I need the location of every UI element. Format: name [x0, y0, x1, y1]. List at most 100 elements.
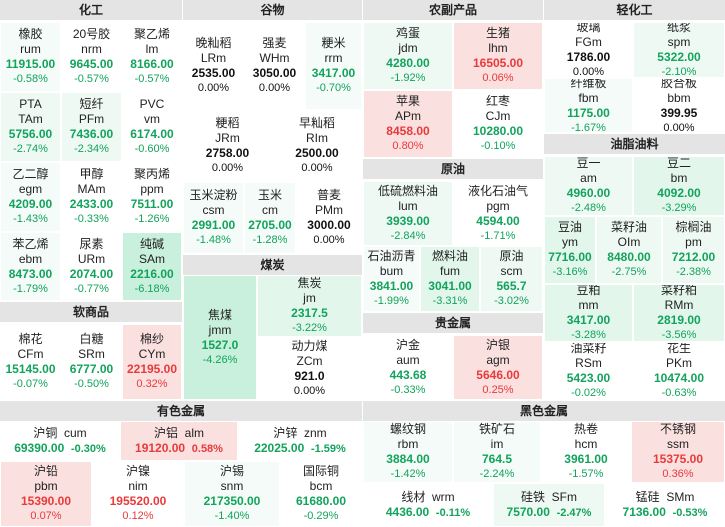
tile-OIm[interactable]: 菜籽油 OIm 8480.00 -2.75%	[596, 216, 662, 284]
tile-JRm[interactable]: 粳稻 JRm 2758.00 0.00%	[183, 110, 272, 182]
tile-pbm[interactable]: 沪铅 pbm 15390.00 0.07%	[0, 461, 92, 527]
tile-price: 22195.00	[126, 362, 178, 376]
tile-SMm[interactable]: 锰硅 SMm 7136.00 -0.53%	[605, 483, 725, 527]
tile-URm[interactable]: 尿素 URm 2074.00 -0.77%	[61, 232, 122, 301]
tile-ppm[interactable]: 聚丙烯 ppm 7511.00 -1.26%	[122, 162, 182, 232]
tile-price: 3041.00	[428, 279, 472, 293]
tile-jm[interactable]: 焦炭 jm 2317.5 -3.22%	[257, 275, 362, 337]
tile-snm[interactable]: 沪锡 snm 217350.00 -1.40%	[184, 461, 280, 527]
tile-nrm[interactable]: 20号胶 nrm 9645.00 -0.57%	[61, 22, 122, 92]
tile-cm[interactable]: 玉米 cm 2705.00 -1.28%	[244, 182, 296, 254]
tile-RSm[interactable]: 油菜籽 RSm 5423.00 -0.02%	[544, 342, 633, 399]
tile-change: -0.29%	[303, 510, 339, 522]
tile-PFm[interactable]: 短纤 PFm 7436.00 -2.34%	[61, 92, 122, 162]
tile-price: 7716.00	[548, 250, 592, 264]
section-title: 轻化工	[544, 0, 725, 20]
tile-pm[interactable]: 棕榈油 pm 7212.00 -2.38%	[662, 216, 725, 284]
section-huagong: 化工 橡胶 rum 11915.00 -0.58% 20号胶 nrm 9645.00 -0.…	[0, 0, 182, 301]
tile-RIm[interactable]: 早籼稻 RIm 2500.00 0.00%	[272, 110, 362, 182]
tile-nim[interactable]: 沪镍 nim 195520.00 0.12%	[92, 461, 184, 527]
tile-lm[interactable]: 聚乙烯 lm 8166.00 -0.57%	[122, 22, 182, 92]
tile-APm[interactable]: 苹果 APm 8458.00 0.80%	[363, 90, 453, 158]
tile-name: 沪铅	[33, 464, 58, 478]
tile-name: 焦煤	[207, 307, 232, 322]
tile-bm[interactable]: 豆二 bm 4092.00 -3.29%	[633, 156, 725, 216]
tile-LRm[interactable]: 晚籼稻 LRm 2535.00 0.00%	[183, 22, 244, 110]
tile-code: ssm	[667, 437, 689, 451]
tile-price: 6777.00	[69, 362, 114, 376]
tile-ZCm[interactable]: 动力煤 ZCm 921.0 0.00%	[257, 337, 362, 400]
tile-change: -3.31%	[432, 295, 468, 307]
tile-wrm[interactable]: 线材 wrm 4436.00 -0.11%	[363, 483, 493, 527]
tile-cum[interactable]: 沪铜 cum 69390.00 -0.30%	[0, 421, 120, 461]
tile-CJm[interactable]: 红枣 CJm 10280.00 -0.10%	[453, 90, 543, 158]
tile-price: 8480.00	[607, 250, 651, 264]
tile-scm[interactable]: 原油 scm 565.7 -3.02%	[480, 246, 543, 312]
tile-jdm[interactable]: 鸡蛋 jdm 4280.00 -1.92%	[363, 22, 453, 90]
tile-TAm[interactable]: PTA TAm 5756.00 -2.74%	[0, 92, 61, 162]
tile-change: -1.71%	[480, 229, 516, 242]
tile-name: 花生	[666, 342, 691, 355]
tile-change: -2.74%	[13, 143, 48, 155]
tile-lhm[interactable]: 生猪 lhm 16505.00 0.06%	[453, 22, 543, 90]
tile-name: 沪镍	[125, 464, 150, 478]
tile-PKm[interactable]: 花生 PKm 10474.00 -0.63%	[633, 342, 725, 399]
tile-code: spm	[667, 35, 691, 49]
section-title: 油脂油料	[544, 134, 725, 154]
tile-price: 921.0	[294, 368, 325, 383]
tile-CFm[interactable]: 棉花 CFm 15145.00 -0.07%	[0, 324, 61, 400]
tile-znm[interactable]: 沪锌 znm 22025.00 -1.59%	[238, 421, 362, 461]
tile-pgm[interactable]: 液化石油气 pgm 4594.00 -1.71%	[453, 181, 543, 246]
tile-rum[interactable]: 橡胶 rum 11915.00 -0.58%	[0, 22, 61, 92]
tile-price: 4209.00	[8, 197, 53, 211]
tile-alm[interactable]: 沪铝 alm 19120.00 0.58%	[120, 421, 238, 461]
tile-SFm[interactable]: 硅铁 SFm 7570.00 -2.47%	[493, 483, 605, 527]
tile-mm[interactable]: 豆粕 mm 3417.00 -3.28%	[544, 284, 633, 342]
tile-vm[interactable]: PVC vm 6174.00 -0.60%	[122, 92, 182, 162]
tile-ebm[interactable]: 苯乙烯 ebm 8473.00 -1.79%	[0, 232, 61, 301]
tile-code: snm	[220, 479, 244, 493]
tile-im[interactable]: 铁矿石 im 764.5 -2.24%	[453, 421, 541, 483]
tile-bum[interactable]: 石油沥青 bum 3841.00 -1.99%	[363, 246, 420, 312]
tile-code: JRm	[215, 131, 240, 145]
tile-SAm[interactable]: 纯碱 SAm 2216.00 -6.18%	[122, 232, 182, 301]
tile-code: ZCm	[296, 353, 323, 368]
tile-ym[interactable]: 豆油 ym 7716.00 -3.16%	[544, 216, 596, 284]
tile-ssm[interactable]: 不锈钢 ssm 15375.00 0.36%	[631, 421, 725, 483]
tile-code: bum	[379, 264, 404, 278]
tile-code: bcm	[309, 479, 333, 493]
tile-bbm[interactable]: 胶合板 bbm 399.95 0.00%	[633, 78, 725, 133]
tile-aum[interactable]: 沪金 aum 443.68 -0.33%	[363, 335, 453, 400]
tile-FGm[interactable]: 玻璃 FGm 1786.00 0.00%	[544, 22, 633, 78]
section-nongfu: 农副产品 鸡蛋 jdm 4280.00 -1.92% 生猪 lhm 16505.00 0.0…	[363, 0, 543, 158]
tile-egm[interactable]: 乙二醇 egm 4209.00 -1.43%	[0, 162, 61, 232]
tile-agm[interactable]: 沪银 agm 5646.00 0.25%	[453, 335, 543, 400]
tile-rbm[interactable]: 螺纹钢 rbm 3884.00 -1.42%	[363, 421, 453, 483]
tile-rrm[interactable]: 粳米 rrm 3417.00 -0.70%	[305, 22, 362, 110]
tile-fbm[interactable]: 纤维板 fbm 1175.00 -1.67%	[544, 78, 633, 133]
tile-RMm[interactable]: 菜籽粕 RMm 2819.00 -3.56%	[633, 284, 725, 342]
tile-hcm[interactable]: 热卷 hcm 3961.00 -1.57%	[541, 421, 631, 483]
tile-lum[interactable]: 低硫燃料油 lum 3939.00 -2.84%	[363, 181, 453, 246]
tile-change: -2.47%	[556, 506, 592, 519]
tile-SRm[interactable]: 白糖 SRm 6777.00 -0.50%	[61, 324, 122, 400]
tile-price: 2819.00	[657, 313, 701, 327]
tile-price: 6174.00	[130, 127, 174, 141]
tile-WHm[interactable]: 强麦 WHm 3050.00 0.00%	[244, 22, 305, 110]
tile-am[interactable]: 豆一 am 4960.00 -2.48%	[544, 156, 633, 216]
tile-price: 7511.00	[130, 197, 174, 211]
tile-PMm[interactable]: 普麦 PMm 3000.00 0.00%	[296, 182, 362, 254]
tile-code: FGm	[575, 35, 602, 49]
tile-fum[interactable]: 燃料油 fum 3041.00 -3.31%	[420, 246, 480, 312]
tile-price: 61680.00	[295, 494, 347, 508]
tile-price: 3939.00	[386, 213, 430, 228]
tile-MAm[interactable]: 甲醇 MAm 2433.00 -0.33%	[61, 162, 122, 232]
tile-jmm[interactable]: 焦煤 jmm 1527.0 -4.26%	[183, 275, 257, 400]
tile-price: 2758.00	[205, 146, 250, 160]
tile-CYm[interactable]: 棉纱 CYm 22195.00 0.32%	[122, 324, 182, 400]
tile-change: -0.77%	[74, 282, 109, 295]
tile-name: 白糖	[79, 332, 104, 346]
tile-bcm[interactable]: 国际铜 bcm 61680.00 -0.29%	[280, 461, 362, 527]
tile-spm[interactable]: 纸浆 spm 5322.00 -2.10%	[633, 22, 725, 78]
tile-csm[interactable]: 玉米淀粉 csm 2991.00 -1.48%	[183, 182, 244, 254]
